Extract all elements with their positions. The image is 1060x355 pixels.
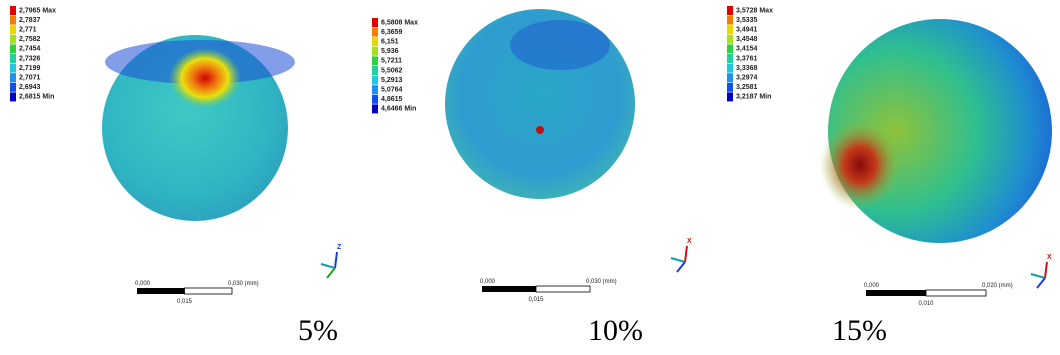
legend-swatch [10, 44, 16, 53]
legend-label: 2,6815 Min [19, 94, 54, 101]
axis-up [685, 246, 687, 262]
legend-swatch [372, 18, 378, 27]
scale-end: 0,020 (mm) [982, 283, 1013, 289]
scale-end: 0,030 (mm) [586, 279, 617, 285]
legend-swatch [727, 73, 733, 82]
legend-swatch [10, 54, 16, 63]
legend-swatch [727, 92, 733, 101]
legend-label: 3,2187 Min [736, 94, 771, 101]
caption: 15% [832, 314, 887, 347]
shade [510, 20, 610, 70]
legend-swatch [372, 95, 378, 104]
legend-swatch [727, 6, 733, 15]
legend-swatch [372, 104, 378, 113]
legend-swatch [10, 6, 16, 15]
scale-start: 0,000 [864, 283, 880, 289]
legend-label: 2,7199 [19, 65, 41, 72]
legend-label: 3,4548 [736, 36, 758, 43]
legend-label: 3,5335 [736, 17, 758, 24]
legend-label: 5,2913 [381, 77, 403, 84]
axis-label: Z [337, 244, 342, 251]
legend-label: 4,6466 Min [381, 106, 416, 113]
legend-label: 5,936 [381, 48, 399, 55]
legend-swatch [372, 66, 378, 75]
legend-label: 2,7837 [19, 17, 41, 24]
scale-bar-black [866, 290, 926, 296]
legend-label: 5,7211 [381, 58, 402, 65]
marker [536, 126, 544, 134]
legend-swatch [727, 35, 733, 44]
axis-down [677, 262, 685, 272]
legend-label: 4,8615 [381, 96, 403, 103]
legend-label: 6,151 [381, 39, 399, 46]
scale-mid: 0,015 [177, 299, 193, 305]
legend-swatch [10, 92, 16, 101]
legend-swatch [372, 76, 378, 85]
legend-swatch [727, 25, 733, 34]
legend-label: 5,0764 [381, 87, 403, 94]
legend-label: 3,3368 [736, 65, 758, 72]
legend-swatch [372, 56, 378, 65]
legend-swatch [727, 16, 733, 25]
legend-label: 2,6943 [19, 84, 41, 91]
axis-left [321, 264, 335, 268]
axis-down [1037, 278, 1045, 288]
legend-swatch [10, 16, 16, 25]
caption: 5% [298, 314, 338, 347]
scale-bar-white [926, 290, 986, 296]
scale-start: 0,000 [480, 279, 496, 285]
legend-swatch [727, 44, 733, 53]
scale-bar-white [536, 286, 590, 292]
legend-label: 2,7965 Max [19, 7, 56, 14]
legend-label: 5,5062 [381, 67, 403, 74]
hotspot [820, 120, 900, 210]
legend-swatch [372, 85, 378, 94]
figure: 2,7965 Max 2,7837 2,771 2,7582 2,7454 2,7326 2… [0, 0, 1060, 355]
legend-swatch [372, 37, 378, 46]
axis-left [671, 258, 685, 262]
legend-label: 3,4154 [736, 46, 758, 53]
legend-swatch [10, 73, 16, 82]
legend-label: 2,7326 [19, 55, 41, 62]
axis-up [1045, 262, 1047, 278]
legend-label: 2,7071 [19, 75, 41, 82]
legend-label: 2,7582 [19, 36, 41, 43]
legend-label: 3,2581 [736, 84, 758, 91]
axis-label: X [687, 238, 692, 245]
legend-label: 3,2974 [736, 75, 758, 82]
legend-swatch [727, 54, 733, 63]
scale-end: 0,030 (mm) [228, 281, 259, 287]
legend-label: 3,3761 [736, 55, 758, 62]
legend-swatch [727, 83, 733, 92]
legend-swatch [372, 47, 378, 56]
legend-label: 3,5728 Max [736, 7, 773, 14]
legend-label: 6,5808 Max [381, 19, 418, 26]
axis-down [327, 268, 335, 278]
scale-mid: 0,010 [918, 301, 934, 307]
axis-label: X [1047, 254, 1052, 261]
legend-swatch [10, 64, 16, 73]
scale-bar-white [185, 288, 233, 294]
legend-swatch [372, 28, 378, 37]
legend-label: 2,7454 [19, 46, 41, 53]
scale-bar-black [137, 288, 185, 294]
caption: 10% [588, 314, 643, 347]
scale-mid: 0,015 [528, 297, 544, 303]
axis-left [1031, 274, 1045, 278]
hotspot [169, 48, 241, 108]
axis-up [335, 252, 337, 268]
legend-swatch [727, 64, 733, 73]
page: {"panels": [ {"legend": ["2,7965 Max", "… [0, 0, 1060, 355]
legend-label: 2,771 [19, 27, 37, 34]
scale-bar-black [482, 286, 536, 292]
legend-label: 3,4941 [736, 27, 758, 34]
legend-swatch [10, 35, 16, 44]
legend-swatch [10, 83, 16, 92]
scale-start: 0,000 [135, 281, 151, 287]
legend-label: 6,3659 [381, 29, 403, 36]
legend-swatch [10, 25, 16, 34]
